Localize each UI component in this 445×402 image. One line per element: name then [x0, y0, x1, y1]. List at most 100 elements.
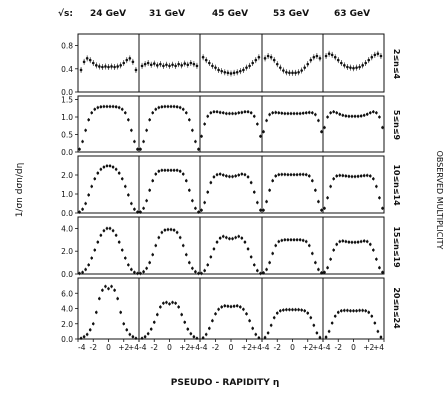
data-point	[335, 243, 339, 246]
data-point	[162, 301, 165, 305]
data-point	[231, 112, 234, 115]
data-point	[231, 237, 234, 240]
x-tick-label-c2: -4	[200, 343, 208, 352]
data-point	[329, 257, 332, 261]
data-point	[225, 174, 228, 178]
data-point	[96, 240, 100, 244]
data-point	[149, 327, 153, 331]
data-point	[263, 336, 267, 339]
data-point	[79, 336, 83, 340]
data-point	[139, 210, 142, 214]
data-point	[245, 312, 248, 316]
data-point	[165, 63, 168, 67]
row-label-1: 5≤n≤9	[392, 110, 401, 141]
data-point	[297, 308, 300, 311]
data-point	[239, 69, 242, 73]
data-point	[127, 118, 130, 122]
data-point	[148, 118, 151, 122]
data-point	[242, 307, 245, 311]
data-point	[368, 174, 372, 178]
data-point	[340, 61, 343, 65]
data-point	[162, 64, 165, 68]
data-point	[365, 240, 369, 243]
data-point	[171, 63, 174, 67]
data-point	[256, 122, 259, 126]
panel-frame-r1-c1	[138, 95, 201, 153]
data-point	[99, 105, 103, 109]
data-point	[362, 113, 366, 117]
x-tick-label-c4: 0	[351, 343, 356, 352]
data-point	[306, 311, 310, 315]
data-point	[347, 240, 351, 244]
y-tick-label-r2: 1.0	[61, 190, 73, 199]
data-point	[120, 108, 124, 111]
data-point	[91, 322, 95, 326]
data-point	[166, 105, 170, 108]
data-point	[188, 261, 191, 264]
data-point	[240, 236, 244, 240]
data-point	[214, 66, 217, 69]
data-point	[356, 115, 360, 118]
data-point	[201, 55, 205, 59]
data-point	[225, 112, 228, 115]
y-tick-label-r4: 0.0	[61, 335, 73, 344]
data-point	[228, 175, 231, 178]
data-point	[178, 169, 182, 173]
data-point	[136, 272, 139, 275]
data-point	[217, 68, 220, 72]
data-point	[171, 301, 174, 304]
data-point	[365, 112, 369, 116]
y-tick-label-r3: 0.0	[61, 270, 73, 279]
data-point	[335, 111, 339, 115]
data-point	[237, 235, 241, 238]
data-point	[317, 119, 320, 122]
data-point	[368, 243, 372, 246]
data-point	[133, 270, 136, 274]
data-point	[189, 332, 193, 335]
data-point	[295, 112, 299, 115]
data-point	[294, 71, 297, 75]
data-point	[301, 111, 305, 115]
data-point	[379, 54, 383, 58]
data-point	[333, 314, 337, 318]
data-point	[234, 174, 237, 178]
panel-frame-r2-c4	[322, 155, 385, 214]
data-point	[184, 111, 188, 115]
data-point	[209, 111, 213, 115]
data-point	[81, 270, 84, 274]
data-point	[285, 308, 288, 311]
data-point	[125, 58, 129, 62]
data-point	[277, 111, 281, 115]
data-point	[289, 238, 293, 242]
data-point	[105, 105, 109, 108]
data-point	[376, 330, 380, 333]
data-point	[370, 314, 374, 318]
data-point	[133, 140, 136, 143]
data-point	[110, 285, 113, 288]
data-point	[251, 327, 254, 330]
data-point	[237, 173, 241, 177]
panel-frame-r1-c2	[199, 95, 263, 153]
data-point	[93, 248, 97, 252]
data-point	[248, 319, 251, 323]
data-point	[90, 111, 94, 115]
row-label-0: 2≤n≤4	[392, 49, 401, 80]
data-point	[204, 333, 208, 336]
data-point	[212, 110, 216, 114]
data-point	[240, 111, 244, 114]
data-point	[338, 240, 342, 243]
data-point	[239, 305, 242, 309]
data-point	[145, 199, 148, 202]
data-point	[373, 53, 377, 57]
data-point	[375, 111, 378, 115]
data-point	[174, 301, 177, 305]
data-point	[269, 323, 273, 327]
data-point	[206, 115, 210, 118]
data-point	[367, 58, 371, 62]
data-point	[169, 168, 173, 172]
data-point	[101, 288, 104, 292]
data-point	[265, 119, 268, 122]
energy-label-63: 63 GeV	[334, 9, 370, 19]
data-point	[285, 70, 288, 74]
data-point	[362, 174, 366, 177]
